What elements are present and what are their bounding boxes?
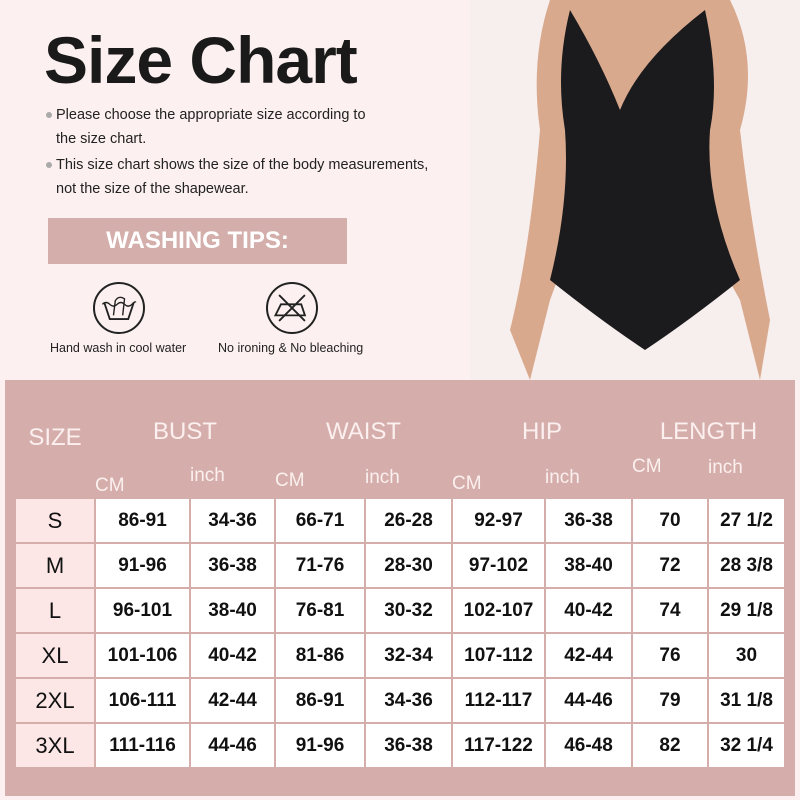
table-cell: 36-38 <box>366 724 451 767</box>
model-photo <box>470 0 800 380</box>
unit-header: CM <box>632 456 662 477</box>
table-cell: 71-76 <box>276 544 364 587</box>
bullet-icon <box>46 112 52 119</box>
unit-header: CM <box>95 475 125 496</box>
group-header: WAIST <box>325 418 402 445</box>
table-cell: 40-42 <box>546 589 631 632</box>
size-chart-table: SIZE BUST WAIST HIP LENGTH CM inch CM inch CM inch… <box>5 380 795 796</box>
size-cell: 3XL <box>16 724 94 767</box>
table-cell: 76 <box>633 634 707 677</box>
table-cell: 38-40 <box>546 544 631 587</box>
table-cell: 27 1/2 <box>709 499 784 542</box>
table-cell: 79 <box>633 679 707 722</box>
hand-wash-icon <box>93 282 145 334</box>
unit-header: CM <box>452 473 482 494</box>
size-cell: M <box>16 544 94 587</box>
table-cell: 40-42 <box>191 634 274 677</box>
note-line: not the size of the shapewear. <box>56 181 249 197</box>
table-cell: 36-38 <box>546 499 631 542</box>
table-cell: 82 <box>633 724 707 767</box>
bullet-icon <box>46 162 52 169</box>
table-cell: 111-116 <box>96 724 189 767</box>
unit-header: inch <box>190 465 225 486</box>
no-iron-no-bleach-icon <box>266 282 318 334</box>
table-cell: 81-86 <box>276 634 364 677</box>
table-cell: 42-44 <box>546 634 631 677</box>
group-header: LENGTH <box>659 418 758 445</box>
table-cell: 117-122 <box>453 724 544 767</box>
table-cell: 97-102 <box>453 544 544 587</box>
table-cell: 96-101 <box>96 589 189 632</box>
table-cell: 76-81 <box>276 589 364 632</box>
table-cell: 34-36 <box>366 679 451 722</box>
table-cell: 28-30 <box>366 544 451 587</box>
page-title: Size Chart <box>44 23 358 97</box>
note-text: Please choose the appropriate size accor… <box>56 107 366 123</box>
group-header: HIP <box>521 418 562 445</box>
size-cell: 2XL <box>16 679 94 722</box>
size-cell: XL <box>16 634 94 677</box>
table-cell: 34-36 <box>191 499 274 542</box>
unit-header: CM <box>275 470 305 491</box>
table-cell: 36-38 <box>191 544 274 587</box>
table-cell: 31 1/8 <box>709 679 784 722</box>
table-cell: 42-44 <box>191 679 274 722</box>
unit-header: inch <box>708 457 743 478</box>
table-cell: 26-28 <box>366 499 451 542</box>
table-cell: 86-91 <box>276 679 364 722</box>
table-cell: 29 1/8 <box>709 589 784 632</box>
size-cell: S <box>16 499 94 542</box>
table-cell: 32-34 <box>366 634 451 677</box>
table-cell: 101-106 <box>96 634 189 677</box>
table-cell: 112-117 <box>453 679 544 722</box>
table-cell: 107-112 <box>453 634 544 677</box>
table-cell: 44-46 <box>191 724 274 767</box>
table-cell: 38-40 <box>191 589 274 632</box>
group-header: BUST <box>152 418 217 445</box>
note-line: the size chart. <box>56 131 147 147</box>
table-cell: 102-107 <box>453 589 544 632</box>
table-cell: 91-96 <box>96 544 189 587</box>
table-cell: 74 <box>633 589 707 632</box>
table-cell: 46-48 <box>546 724 631 767</box>
unit-header: inch <box>545 467 580 488</box>
table-cell: 28 3/8 <box>709 544 784 587</box>
hand-wash-label: Hand wash in cool water <box>50 341 187 355</box>
table-cell: 91-96 <box>276 724 364 767</box>
table-cell: 86-91 <box>96 499 189 542</box>
table-cell: 72 <box>633 544 707 587</box>
table-cell: 44-46 <box>546 679 631 722</box>
unit-header: inch <box>365 467 400 488</box>
note-text: This size chart shows the size of the bo… <box>56 157 429 173</box>
size-cell: L <box>16 589 94 632</box>
table-cell: 92-97 <box>453 499 544 542</box>
size-header: SIZE <box>28 424 82 451</box>
table-cell: 30 <box>709 634 784 677</box>
table-cell: 66-71 <box>276 499 364 542</box>
table-cell: 70 <box>633 499 707 542</box>
note-line: Please choose the appropriate size accor… <box>46 103 366 127</box>
note-line: This size chart shows the size of the bo… <box>46 153 428 177</box>
no-iron-label: No ironing & No bleaching <box>218 341 364 355</box>
table-cell: 106-111 <box>96 679 189 722</box>
washing-tips-banner: WASHING TIPS: <box>48 218 347 264</box>
table-cell: 30-32 <box>366 589 451 632</box>
table-cell: 32 1/4 <box>709 724 784 767</box>
